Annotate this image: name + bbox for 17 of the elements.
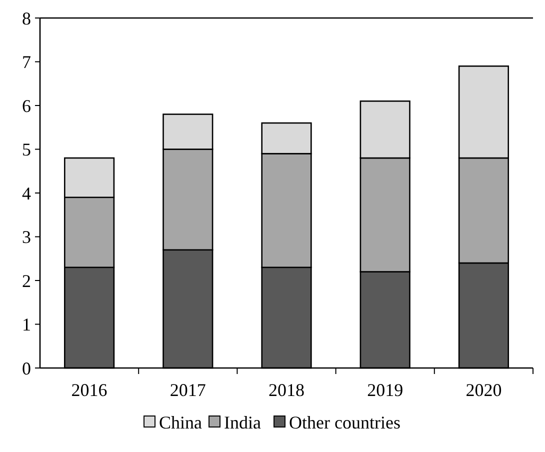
y-tick-label: 8 xyxy=(22,8,31,28)
legend-label: Other countries xyxy=(289,412,400,432)
legend-label: China xyxy=(159,412,202,432)
y-tick-label: 4 xyxy=(22,183,31,204)
x-tick-label: 2018 xyxy=(268,380,304,400)
x-tick-label: 2019 xyxy=(367,380,404,400)
x-tick-label: 2016 xyxy=(71,380,108,400)
y-tick-label: 6 xyxy=(22,96,31,116)
legend-label: India xyxy=(224,412,261,432)
y-tick-label: 7 xyxy=(22,52,31,72)
y-tick-label: 0 xyxy=(22,358,31,378)
y-tick-label: 2 xyxy=(22,270,31,291)
y-tick-label: 3 xyxy=(22,227,31,248)
x-tick-label: 2020 xyxy=(466,380,502,400)
y-tick-label: 5 xyxy=(22,140,31,160)
y-tick-label: 1 xyxy=(22,314,31,335)
x-tick-label: 2017 xyxy=(170,380,206,400)
